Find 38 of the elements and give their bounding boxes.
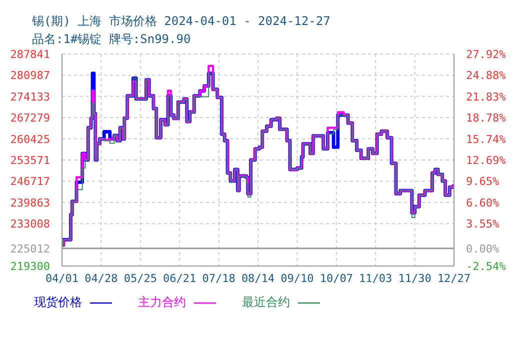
y2-tick-label: 12.69%: [466, 154, 506, 167]
y2-tick-label: -2.54%: [466, 260, 506, 273]
x-tick-label: 04/01: [45, 272, 79, 285]
x-tick-label: 07/18: [202, 272, 236, 285]
y-tick-label: 287841: [10, 48, 50, 61]
y-tick-label: 260425: [10, 132, 50, 146]
x-tick-label: 04/28: [84, 272, 118, 285]
y2-tick-label: 24.88%: [466, 69, 506, 82]
y-tick-label: 280987: [10, 69, 50, 82]
y2-tick-label: 6.60%: [466, 196, 500, 210]
y-tick-label: 274133: [10, 90, 50, 104]
legend-label: 现货价格: [34, 294, 82, 311]
y-tick-label: 225012: [10, 242, 50, 256]
y2-tick-label: 15.74%: [466, 132, 506, 146]
y2-tick-label: 18.78%: [466, 112, 506, 125]
y-tick-label: 267279: [10, 112, 50, 125]
y2-tick-label: 27.92%: [466, 48, 506, 61]
y2-tick-label: 21.83%: [466, 90, 506, 104]
y-tick-label: 246717: [10, 175, 50, 188]
x-tick-label: 08/14: [241, 272, 275, 285]
x-tick-label: 09/10: [280, 272, 314, 285]
y2-tick-label: 9.65%: [466, 175, 500, 188]
x-tick-label: 05/25: [124, 272, 157, 285]
y-tick-label: 253571: [10, 154, 50, 167]
y2-tick-label: 3.55%: [466, 218, 500, 231]
x-tick-label: 10/07: [320, 272, 353, 285]
y2-tick-label: 0.00%: [466, 242, 500, 256]
y-tick-label: 233008: [10, 218, 50, 231]
legend-label: 最近合约: [242, 294, 290, 311]
y-tick-label: 219300: [10, 260, 50, 273]
x-tick-label: 11/30: [398, 272, 432, 285]
chart-subtitle: 品名:1#锡锭 牌号:Sn99.90: [32, 31, 192, 48]
y-tick-label: 239863: [10, 196, 50, 210]
legend-label: 主力合约: [138, 294, 186, 311]
chart-title: 锡(期) 上海 市场价格 2024-04-01 - 2024-12-27: [32, 13, 332, 30]
x-tick-label: 06/21: [163, 272, 196, 285]
x-tick-label: 12/27: [437, 272, 471, 285]
x-tick-label: 11/03: [359, 272, 392, 285]
